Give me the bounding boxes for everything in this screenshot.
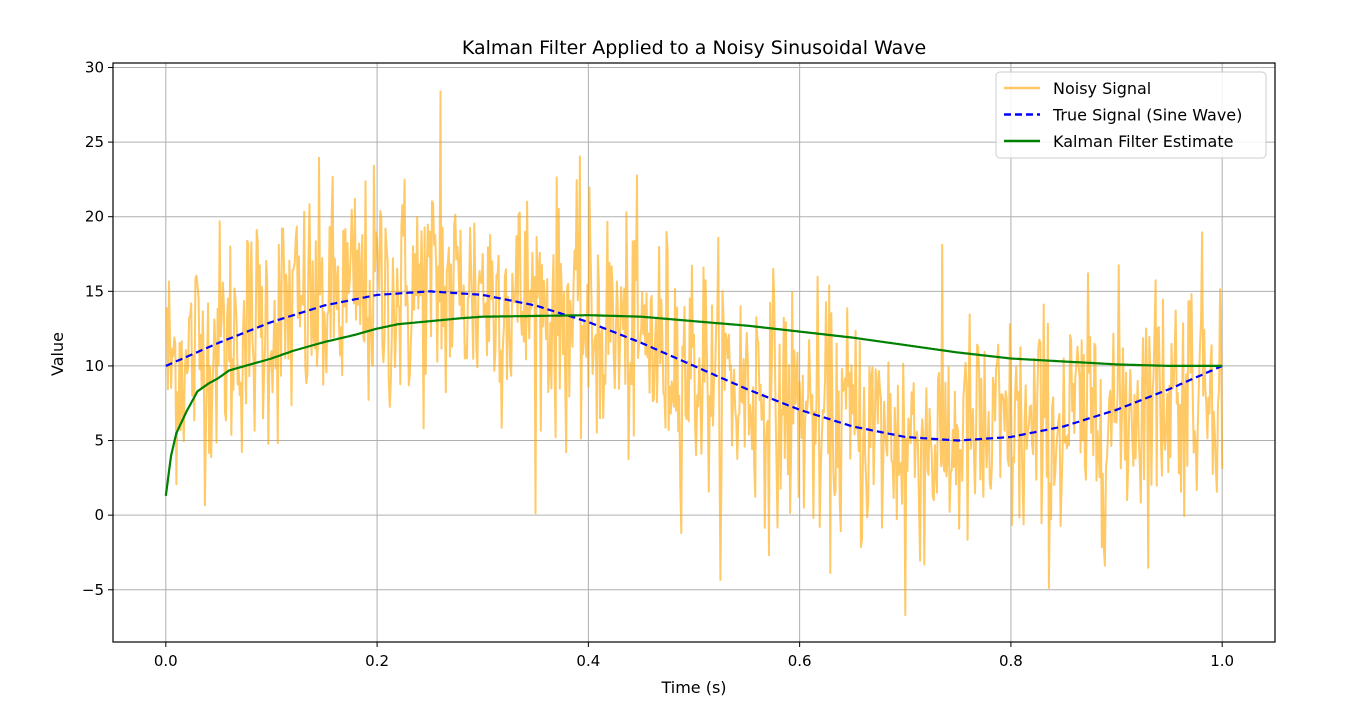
legend-label: True Signal (Sine Wave) — [1052, 106, 1242, 125]
y-axis-label: Value — [48, 332, 67, 376]
y-tick-label: 25 — [85, 133, 104, 151]
x-tick-label: 1.0 — [1210, 652, 1234, 670]
x-tick-label: 0.8 — [999, 652, 1023, 670]
legend-box — [995, 71, 1267, 159]
y-tick-label: 15 — [85, 282, 104, 300]
legend-label: Noisy Signal — [1053, 79, 1151, 98]
legend-label: Kalman Filter Estimate — [1053, 132, 1233, 151]
x-tick-label: 0.2 — [365, 652, 389, 670]
x-axis-ticks: 0.0 0.2 0.4 0.6 0.8 1.0 — [154, 642, 1234, 670]
x-tick-label: 0.0 — [154, 652, 178, 670]
axes-frame — [112, 62, 1276, 643]
chart-title: Kalman Filter Applied to a Noisy Sinusoi… — [462, 37, 926, 59]
y-tick-label: −5 — [82, 581, 104, 599]
y-tick-label: 0 — [94, 506, 104, 524]
x-tick-label: 0.6 — [788, 652, 812, 670]
y-tick-label: 5 — [94, 432, 104, 450]
y-tick-label: 30 — [85, 58, 104, 76]
series-line-1 — [165, 90, 1224, 617]
y-axis-ticks: −5 0 5 10 15 20 25 30 — [82, 58, 113, 599]
plot-area — [164, 90, 1224, 617]
series-line-2 — [165, 290, 1223, 442]
y-tick-label: 20 — [85, 208, 104, 226]
x-axis-label: Time (s) — [660, 678, 726, 697]
x-tick-label: 0.4 — [576, 652, 600, 670]
legend: Noisy Signal True Signal (Sine Wave) Kalma… — [995, 71, 1267, 159]
y-tick-label: 10 — [85, 357, 104, 375]
series-line-3 — [164, 314, 1223, 496]
